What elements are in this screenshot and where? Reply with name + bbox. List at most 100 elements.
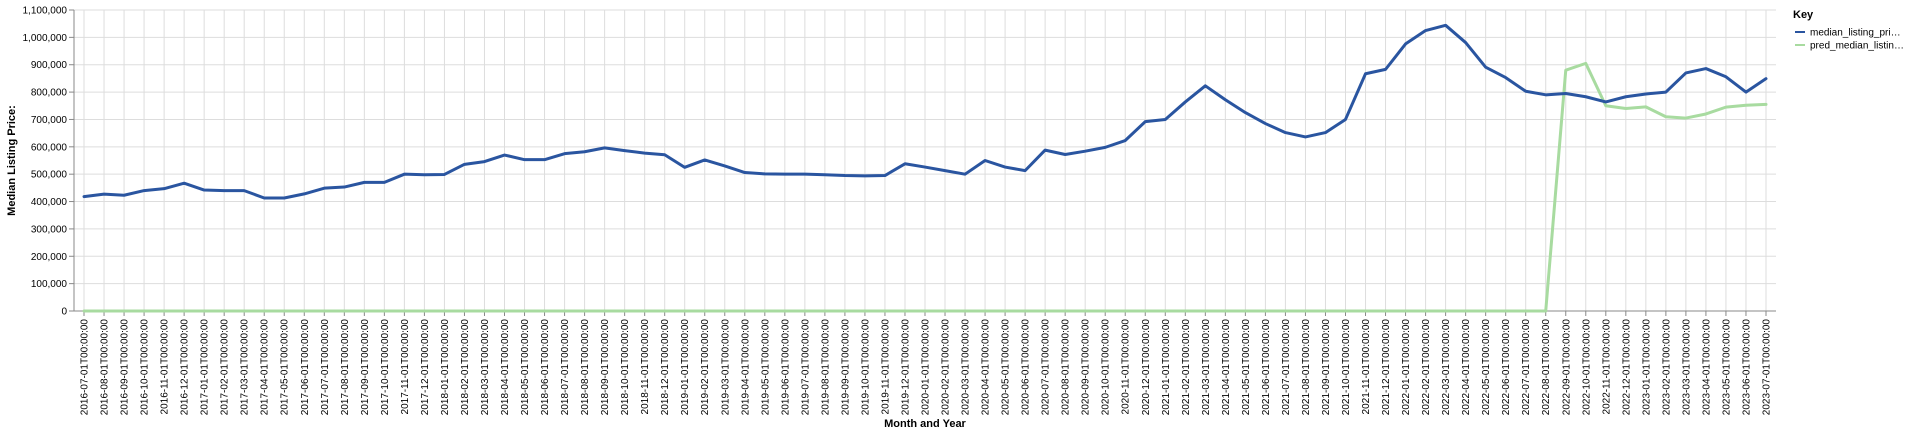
x-tick-label: 2022-04-01T00:00:00 — [1461, 319, 1472, 416]
y-tick-label: 1,100,000 — [23, 6, 68, 17]
x-tick-label: 2022-12-01T00:00:00 — [1621, 319, 1632, 416]
y-tick-label: 1,000,000 — [23, 33, 68, 44]
x-tick-label: 2023-02-01T00:00:00 — [1661, 319, 1672, 416]
x-tick-label: 2018-08-01T00:00:00 — [580, 319, 591, 416]
x-tick-label: 2016-10-01T00:00:00 — [140, 319, 151, 416]
x-tick-label: 2023-04-01T00:00:00 — [1701, 319, 1712, 416]
y-tick-label: 200,000 — [31, 252, 68, 263]
series-line-pred — [82, 61, 1768, 313]
y-tick-label: 600,000 — [31, 142, 68, 153]
x-tick-label: 2018-05-01T00:00:00 — [520, 319, 531, 416]
x-tick-label: 2018-02-01T00:00:00 — [460, 319, 471, 416]
x-tick-label: 2019-04-01T00:00:00 — [740, 319, 751, 416]
x-tick-label: 2020-10-01T00:00:00 — [1101, 319, 1112, 416]
x-tick-label: 2016-12-01T00:00:00 — [180, 319, 191, 416]
x-tick-label: 2019-06-01T00:00:00 — [780, 319, 791, 416]
x-tick-label: 2019-08-01T00:00:00 — [820, 319, 831, 416]
x-tick-label: 2019-07-01T00:00:00 — [800, 319, 811, 416]
x-tick-label: 2018-09-01T00:00:00 — [600, 319, 611, 416]
x-tick-label: 2019-02-01T00:00:00 — [700, 319, 711, 416]
x-tick-label: 2021-11-01T00:00:00 — [1361, 319, 1372, 415]
x-tick-label: 2017-02-01T00:00:00 — [220, 319, 231, 416]
x-tick-label: 2021-04-01T00:00:00 — [1221, 319, 1232, 416]
x-tick-label: 2018-10-01T00:00:00 — [620, 319, 631, 416]
x-tick-label: 2022-06-01T00:00:00 — [1501, 319, 1512, 416]
x-tick-label: 2022-10-01T00:00:00 — [1581, 319, 1592, 416]
x-tick-label: 2018-07-01T00:00:00 — [560, 319, 571, 416]
x-tick-label: 2023-03-01T00:00:00 — [1681, 319, 1692, 416]
x-tick-label: 2018-03-01T00:00:00 — [480, 319, 491, 416]
x-tick-label: 2021-06-01T00:00:00 — [1261, 319, 1272, 416]
x-tick-label: 2020-12-01T00:00:00 — [1141, 319, 1152, 416]
x-tick-label: 2020-07-01T00:00:00 — [1041, 319, 1052, 416]
x-tick-label: 2018-11-01T00:00:00 — [640, 319, 651, 415]
legend-label-median[interactable]: median_listing_pri… — [1810, 28, 1901, 39]
x-tick-label: 2017-07-01T00:00:00 — [320, 319, 331, 416]
x-tick-label: 2019-05-01T00:00:00 — [760, 319, 771, 416]
x-tick-label: 2017-11-01T00:00:00 — [400, 319, 411, 415]
legend-label-pred[interactable]: pred_median_listin… — [1810, 41, 1904, 52]
x-tick-label: 2021-05-01T00:00:00 — [1241, 319, 1252, 416]
x-tick-label: 2019-12-01T00:00:00 — [900, 319, 911, 416]
x-tick-label: 2019-03-01T00:00:00 — [720, 319, 731, 416]
x-axis: 2016-07-01T00:00:00 2016-08-01T00:00:00 20… — [74, 310, 1776, 416]
x-tick-label: 2021-03-01T00:00:00 — [1201, 319, 1212, 416]
x-tick-label: 2022-01-01T00:00:00 — [1401, 319, 1412, 416]
x-tick-label: 2020-03-01T00:00:00 — [961, 319, 972, 416]
x-tick-label: 2017-12-01T00:00:00 — [420, 319, 431, 416]
y-tick-label: 500,000 — [31, 170, 68, 181]
x-tick-label: 2017-03-01T00:00:00 — [240, 319, 251, 416]
x-tick-label: 2020-09-01T00:00:00 — [1081, 319, 1092, 416]
y-tick-label: 0 — [61, 307, 67, 318]
x-tick-label: 2020-02-01T00:00:00 — [941, 319, 952, 416]
y-tick-label: 400,000 — [31, 197, 68, 208]
y-axis-title: Median Listing Price: — [6, 105, 18, 216]
x-tick-label: 2017-10-01T00:00:00 — [380, 319, 391, 416]
x-tick-label: 2016-11-01T00:00:00 — [160, 319, 171, 415]
x-tick-label: 2022-08-01T00:00:00 — [1541, 319, 1552, 416]
x-tick-label: 2019-01-01T00:00:00 — [680, 319, 691, 416]
x-tick-label: 2021-10-01T00:00:00 — [1341, 319, 1352, 416]
y-tick-label: 700,000 — [31, 115, 68, 126]
x-tick-label: 2017-06-01T00:00:00 — [300, 319, 311, 416]
x-tick-label: 2022-11-01T00:00:00 — [1601, 319, 1612, 415]
y-axis: 0 100,000 200,000 300,000 400,000 500,000 600,… — [23, 6, 75, 318]
x-tick-label: 2017-09-01T00:00:00 — [360, 319, 371, 416]
x-tick-label: 2022-09-01T00:00:00 — [1561, 319, 1572, 416]
series-lines — [82, 23, 1768, 313]
x-tick-label: 2017-08-01T00:00:00 — [340, 319, 351, 416]
y-tick-label: 900,000 — [31, 60, 68, 71]
x-tick-label: 2018-06-01T00:00:00 — [540, 319, 551, 416]
x-tick-label: 2020-05-01T00:00:00 — [1001, 319, 1012, 416]
x-tick-label: 2021-09-01T00:00:00 — [1321, 319, 1332, 416]
x-tick-label: 2020-04-01T00:00:00 — [981, 319, 992, 416]
x-tick-label: 2020-06-01T00:00:00 — [1021, 319, 1032, 416]
x-tick-label: 2018-01-01T00:00:00 — [440, 319, 451, 416]
x-tick-label: 2019-11-01T00:00:00 — [880, 319, 891, 415]
x-tick-label: 2021-02-01T00:00:00 — [1181, 319, 1192, 416]
x-tick-label: 2020-01-01T00:00:00 — [921, 319, 932, 416]
x-tick-label: 2023-01-01T00:00:00 — [1641, 319, 1652, 416]
grid — [74, 9, 1776, 312]
x-tick-label: 2017-01-01T00:00:00 — [200, 319, 211, 416]
x-tick-label: 2016-09-01T00:00:00 — [120, 319, 131, 416]
x-tick-label: 2023-06-01T00:00:00 — [1741, 319, 1752, 416]
legend[interactable]: Key median_listing_pri… pred_median_list… — [1793, 9, 1904, 52]
x-tick-label: 2022-03-01T00:00:00 — [1441, 319, 1452, 416]
x-axis-title: Month and Year — [884, 418, 966, 430]
x-tick-label: 2016-07-01T00:00:00 — [80, 319, 91, 416]
x-tick-label: 2016-08-01T00:00:00 — [100, 319, 111, 416]
x-tick-label: 2023-07-01T00:00:00 — [1761, 319, 1772, 416]
x-tick-label: 2023-05-01T00:00:00 — [1721, 319, 1732, 416]
x-tick-label: 2018-12-01T00:00:00 — [660, 319, 671, 416]
x-tick-label: 2019-10-01T00:00:00 — [860, 319, 871, 416]
series-line-median — [82, 23, 1768, 200]
x-tick-label: 2020-08-01T00:00:00 — [1061, 319, 1072, 416]
x-tick-label: 2020-11-01T00:00:00 — [1121, 319, 1132, 415]
legend-title: Key — [1793, 9, 1814, 21]
x-tick-label: 2021-12-01T00:00:00 — [1381, 319, 1392, 416]
y-tick-label: 800,000 — [31, 88, 68, 99]
x-tick-label: 2019-09-01T00:00:00 — [840, 319, 851, 416]
x-tick-label: 2018-04-01T00:00:00 — [500, 319, 511, 416]
